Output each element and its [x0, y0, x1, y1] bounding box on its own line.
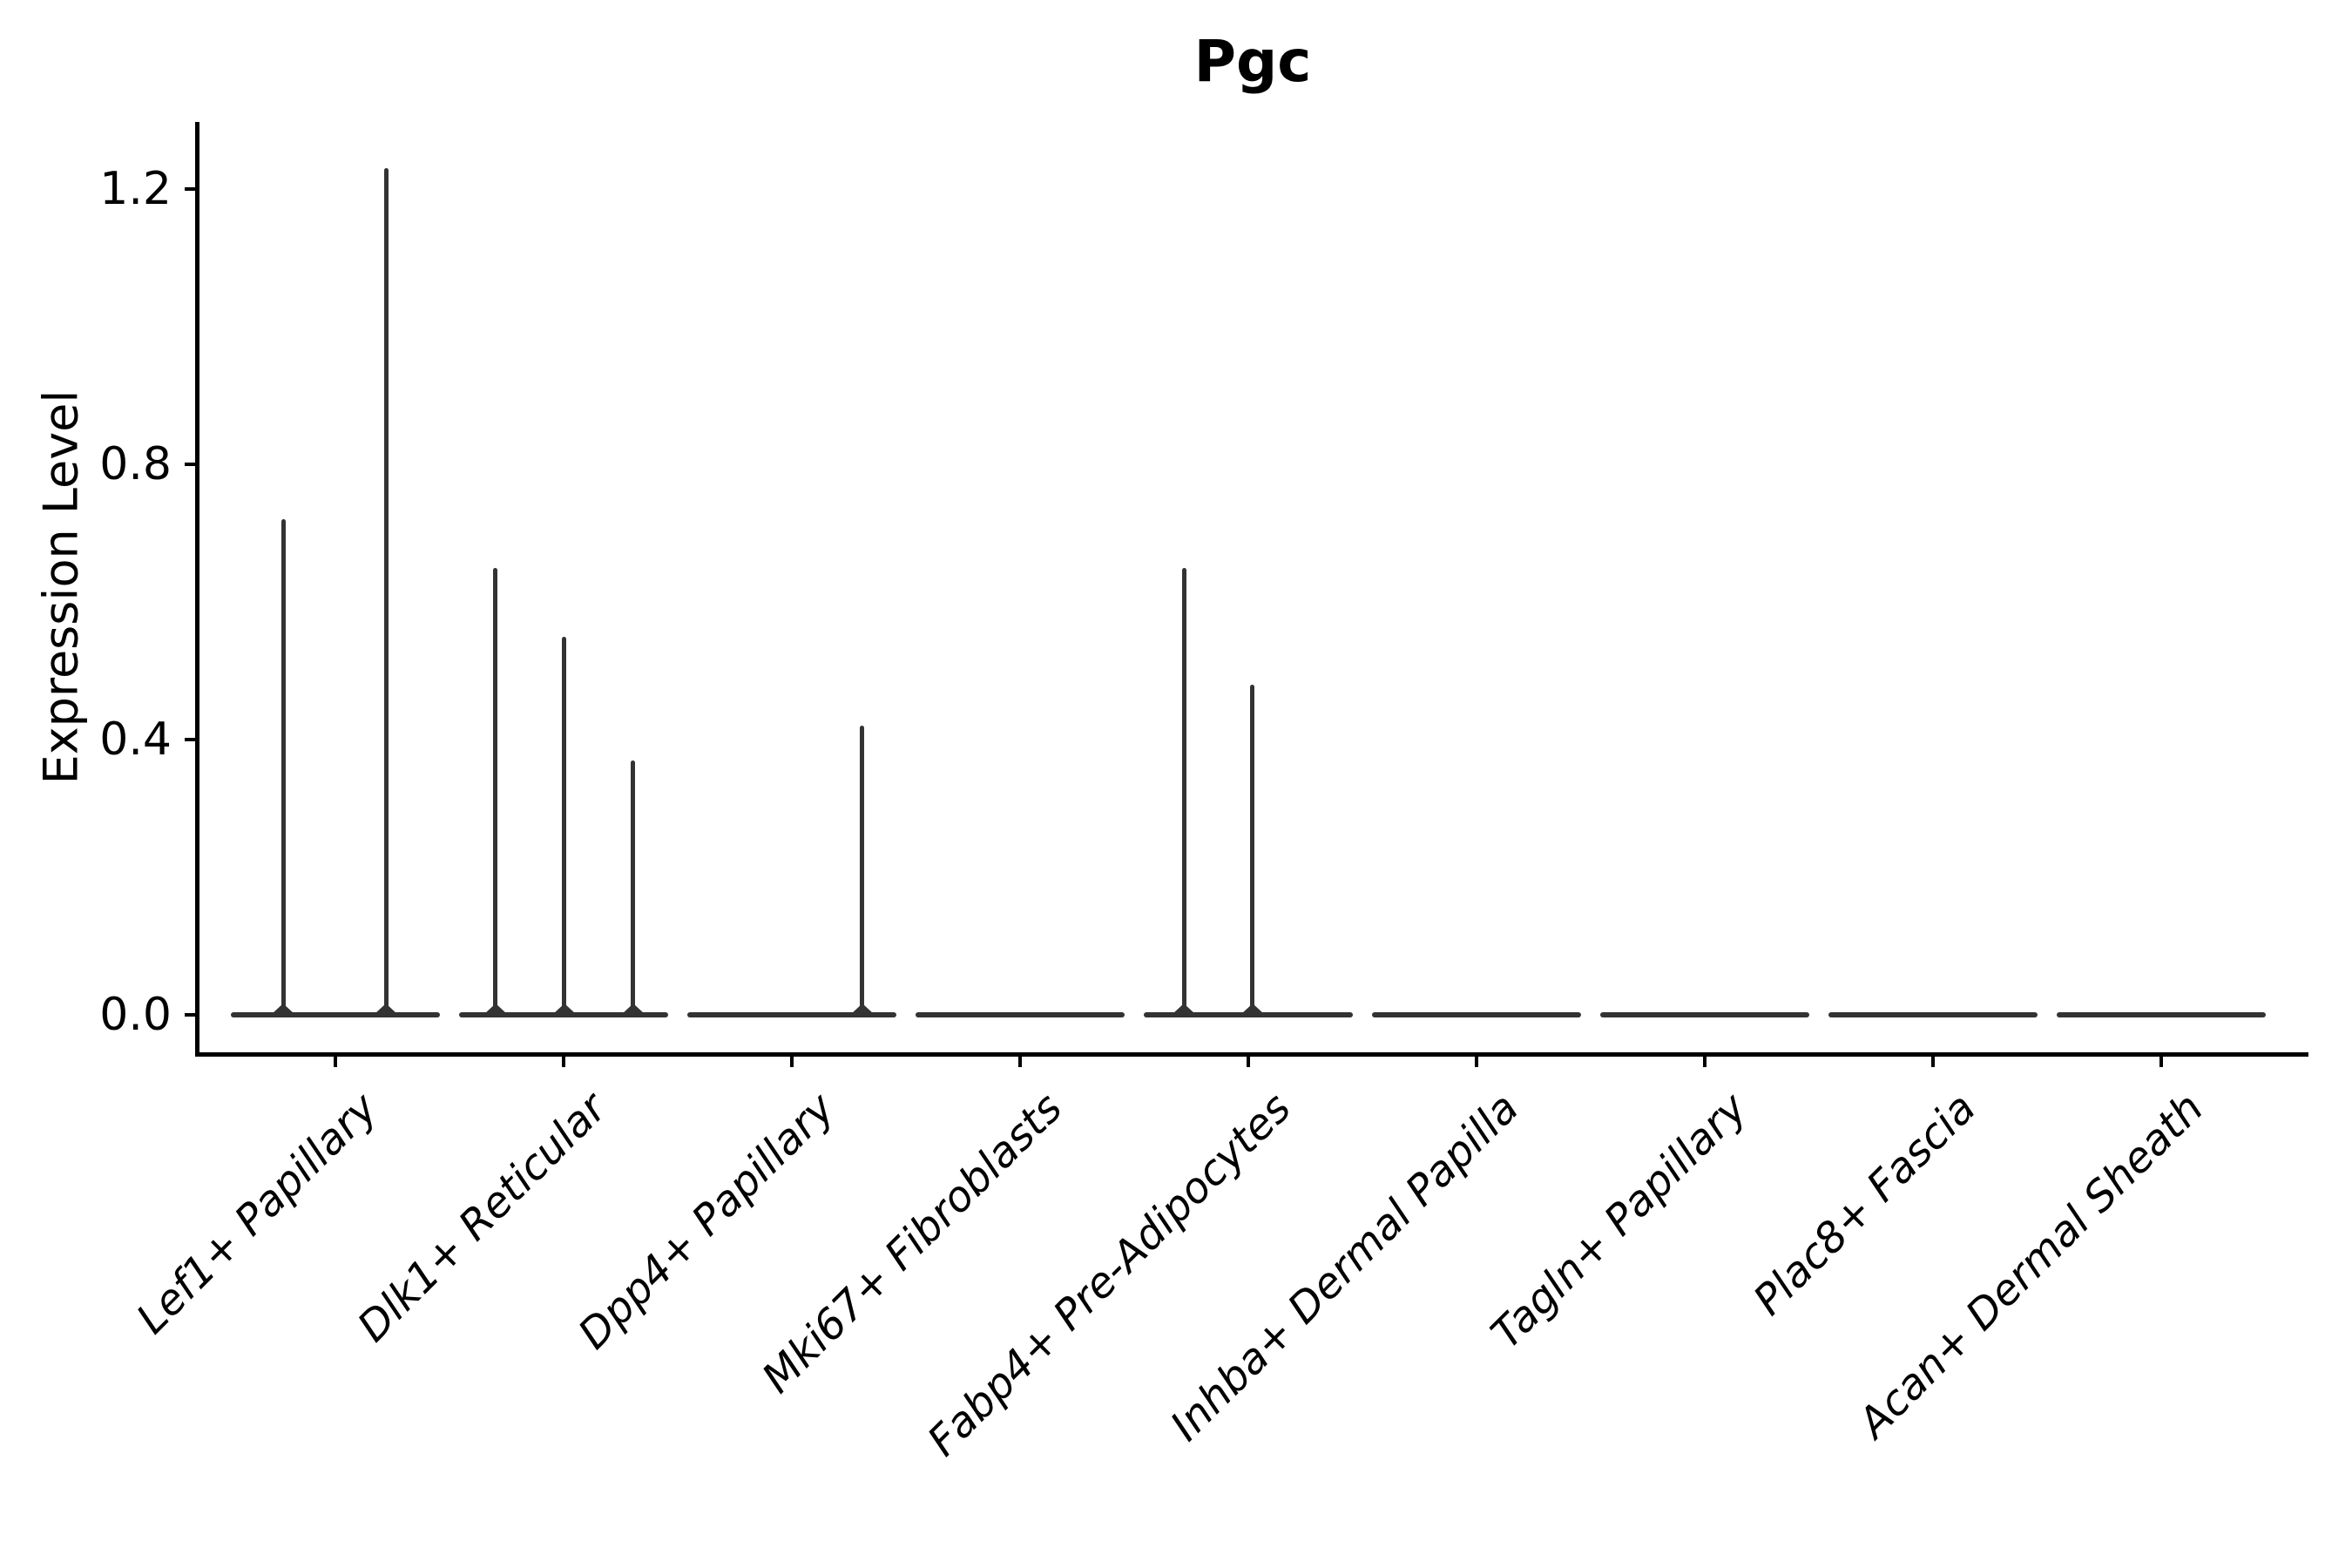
y-tick [185, 187, 197, 191]
x-tick-label: Plac8+ Fascia [1743, 1084, 1985, 1325]
violin-baseline [1372, 1012, 1581, 1017]
x-tick-label: Lef1+ Papillary [127, 1084, 388, 1344]
x-tick [790, 1054, 794, 1067]
x-tick [1247, 1054, 1250, 1067]
x-tick [1703, 1054, 1707, 1067]
x-tick [334, 1054, 337, 1067]
x-tick [1931, 1054, 1935, 1067]
violin-baseline [1828, 1012, 2038, 1017]
violin-spike [631, 760, 636, 1017]
y-tick-label: 0.8 [99, 438, 172, 490]
violin-baseline [1144, 1012, 1353, 1017]
violin-baseline [916, 1012, 1125, 1017]
x-tick [562, 1054, 565, 1067]
x-axis-spine [195, 1052, 2308, 1057]
y-tick [185, 1013, 197, 1017]
x-tick [1018, 1054, 1022, 1067]
x-tick [2159, 1054, 2163, 1067]
y-axis-spine [195, 122, 199, 1057]
y-tick [185, 738, 197, 741]
violin-baseline [2057, 1012, 2266, 1017]
x-tick-label: Tagln+ Papillary [1482, 1084, 1757, 1359]
violin-baseline [687, 1012, 896, 1017]
violin-spike [280, 519, 286, 1017]
x-tick-label: Fabp4+ Pre-Adipocytes [918, 1084, 1301, 1466]
violin-spike [562, 636, 567, 1017]
x-tick-label: Dlk1+ Reticular [348, 1084, 616, 1352]
violin-spike [860, 726, 865, 1017]
violin-baseline [1600, 1012, 1809, 1017]
y-tick-label: 1.2 [99, 163, 172, 215]
violin-spike [493, 567, 498, 1017]
chart-title: Pgc [1193, 28, 1312, 95]
y-tick [185, 463, 197, 466]
violin-spike [1250, 684, 1255, 1017]
x-tick [1475, 1054, 1478, 1067]
violin-spike [1181, 567, 1186, 1017]
y-tick-label: 0.4 [99, 713, 172, 766]
violin-baseline [231, 1012, 440, 1017]
y-tick-label: 0.0 [99, 989, 172, 1041]
violin-spike [383, 168, 389, 1017]
